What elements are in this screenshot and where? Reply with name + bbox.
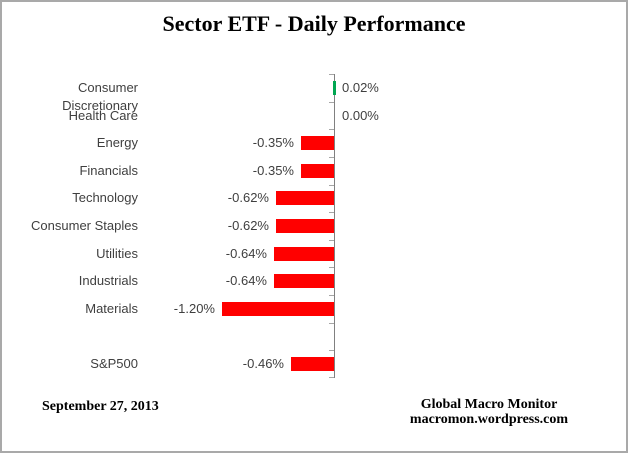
axis-tick <box>329 323 334 324</box>
plot-area: Consumer Discretionary 0.02% Health Care 0.… <box>2 74 626 378</box>
axis-tick <box>329 350 334 351</box>
category-label: Materials <box>85 300 138 316</box>
category-label: Technology <box>72 190 138 206</box>
value-label: -0.64% <box>225 245 267 261</box>
category-label: Health Care <box>68 107 138 123</box>
value-label: -0.62% <box>227 218 269 233</box>
category-label: S&P500 <box>90 356 138 372</box>
chart-title: Sector ETF - Daily Performance <box>162 11 466 36</box>
axis-tick <box>329 74 334 75</box>
date-label: September 27, 2013 <box>42 399 159 414</box>
bar-positive <box>333 80 336 95</box>
y-axis-line <box>334 74 335 378</box>
category-label: Consumer Discretionary <box>62 79 138 113</box>
category-label: Industrials <box>78 273 138 289</box>
axis-tick <box>329 240 334 241</box>
axis-tick <box>329 102 334 103</box>
bar-negative <box>301 136 334 151</box>
source-url: macromon.wordpress.com <box>409 412 569 427</box>
bar-negative <box>274 246 334 261</box>
axis-tick <box>329 212 334 213</box>
value-label: -0.64% <box>225 273 267 289</box>
value-label: -1.20% <box>173 300 215 316</box>
value-label: -0.62% <box>227 190 269 206</box>
value-label: -0.35% <box>252 162 294 178</box>
bar-negative <box>291 357 334 372</box>
axis-tick <box>329 157 334 158</box>
bar-negative <box>276 191 334 206</box>
value-label: 0.02% <box>342 79 379 95</box>
axis-tick <box>329 377 334 378</box>
axis-tick <box>329 295 334 296</box>
category-label: Financials <box>79 162 138 178</box>
source-attribution: Global Macro Monitor macromon.wordpress.… <box>390 397 588 427</box>
axis-tick <box>329 129 334 130</box>
value-label: 0.00% <box>342 107 379 123</box>
category-label: Utilities <box>96 245 138 261</box>
value-label: -0.35% <box>252 135 294 151</box>
axis-tick <box>329 185 334 186</box>
bar-negative <box>276 219 334 233</box>
bar-negative <box>301 163 334 178</box>
category-label: Consumer Staples <box>31 218 138 233</box>
bar-negative <box>222 301 334 316</box>
bar-negative <box>274 274 334 289</box>
source-name: Global Macro Monitor <box>420 397 558 412</box>
axis-tick <box>329 267 334 268</box>
value-label: -0.46% <box>242 356 284 372</box>
category-label: Energy <box>96 135 138 151</box>
